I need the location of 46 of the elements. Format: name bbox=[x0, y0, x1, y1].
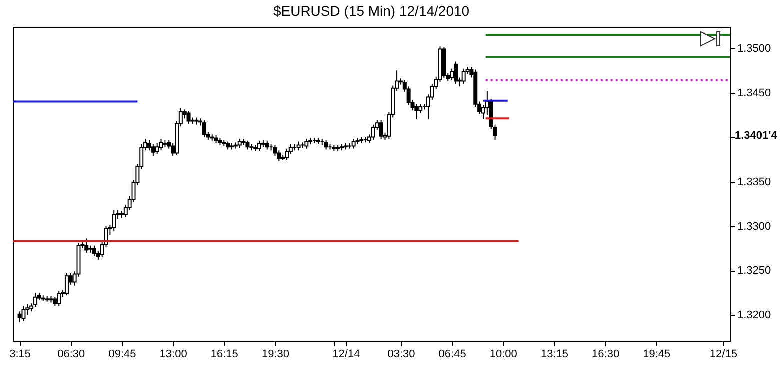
candlestick bbox=[57, 290, 62, 307]
x-tick-label: 16:30 bbox=[592, 348, 620, 360]
candlestick bbox=[84, 238, 89, 254]
x-tick-label: 09:45 bbox=[108, 348, 136, 360]
y-tick-label: 1.3450 bbox=[738, 87, 772, 100]
x-tick-label: 13:15 bbox=[540, 348, 568, 360]
x-tick-label: 12/15 bbox=[710, 348, 738, 360]
x-tick-label: 06:45 bbox=[438, 348, 466, 360]
candlestick bbox=[454, 61, 458, 84]
candlestick bbox=[352, 138, 356, 150]
candlestick bbox=[112, 210, 116, 232]
x-tick-label: 12/14 bbox=[332, 348, 360, 360]
candlestick bbox=[155, 143, 160, 155]
x-tick-label: 03:30 bbox=[388, 348, 416, 360]
x-tick-label: 19:45 bbox=[643, 348, 671, 360]
text: 1.3401'4 bbox=[735, 130, 778, 142]
candlestick bbox=[18, 311, 22, 323]
candlestick bbox=[450, 68, 454, 81]
candlestick bbox=[379, 120, 384, 140]
candlestick bbox=[151, 144, 156, 156]
y-tick-label: 1.3200 bbox=[738, 310, 772, 322]
candlestick bbox=[202, 120, 206, 138]
candlestick bbox=[64, 272, 69, 296]
candlestick bbox=[22, 306, 26, 322]
x-tick-label: 16:15 bbox=[210, 348, 238, 360]
x-tick-label: 19:30 bbox=[262, 348, 290, 360]
candlestick bbox=[186, 111, 191, 124]
y-tick-label: 1.3350 bbox=[738, 176, 772, 188]
candlestick bbox=[414, 104, 419, 120]
candlestick bbox=[92, 245, 96, 257]
candlestick bbox=[159, 138, 164, 152]
x-tick-label: 3:15 bbox=[10, 348, 32, 360]
x-tick-label: 13:00 bbox=[160, 348, 188, 360]
candlestick bbox=[462, 68, 466, 84]
x-tick-label: 10:00 bbox=[490, 348, 518, 360]
candlestick bbox=[304, 138, 309, 150]
y-tick-label: 1.3300 bbox=[738, 220, 772, 233]
candlestick bbox=[324, 139, 328, 150]
y-tick-label: 1.3250 bbox=[738, 265, 772, 278]
y-tick-label: 1.3500 bbox=[738, 42, 772, 55]
chart-title: $EURUSD (15 Min) 12/14/2010 bbox=[273, 3, 470, 19]
candlestick bbox=[285, 148, 290, 161]
candlestick bbox=[34, 292, 38, 308]
x-tick-label: 06:30 bbox=[58, 348, 86, 360]
candlestick bbox=[371, 124, 376, 140]
candlestick bbox=[258, 140, 262, 152]
